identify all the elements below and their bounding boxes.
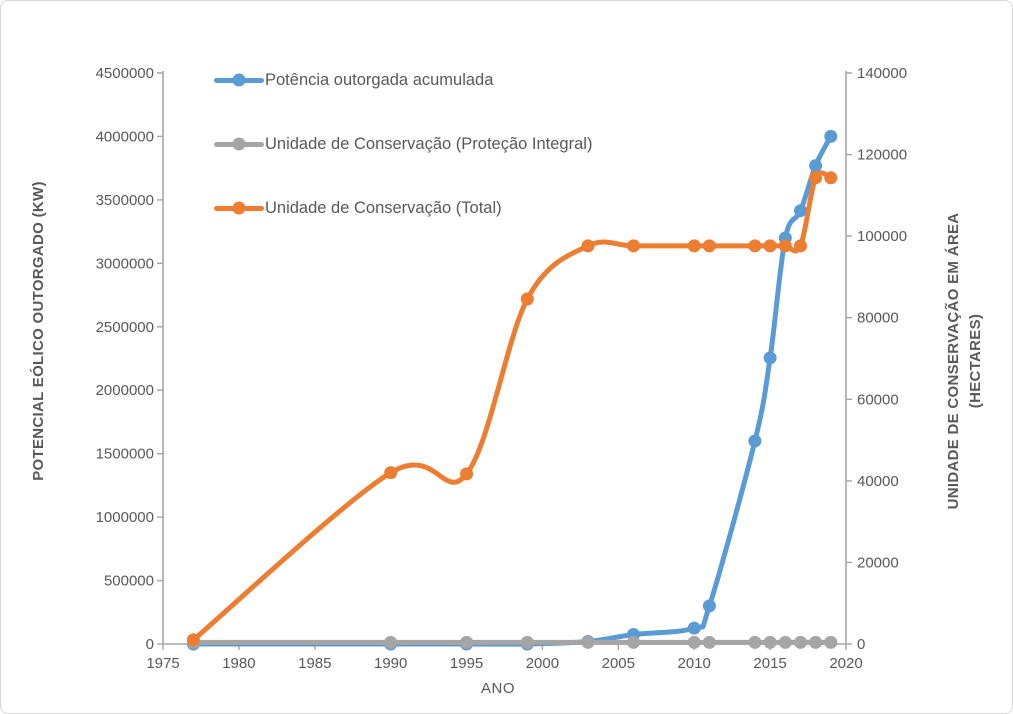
series-1-marker xyxy=(687,635,701,649)
x-axis-tick-label: 1980 xyxy=(222,655,255,672)
left-axis-tick-label: 500000 xyxy=(104,573,154,590)
x-axis-tick-label: 1985 xyxy=(298,655,331,672)
series-1-marker xyxy=(627,635,640,649)
right-axis-tick-label: 80000 xyxy=(857,310,899,327)
legend-dot-icon xyxy=(232,201,246,215)
series-1-marker xyxy=(460,635,474,649)
legend-line-marker-icon xyxy=(214,201,264,215)
x-axis-tick-label: 1995 xyxy=(450,655,483,672)
right-axis-tick-label: 100000 xyxy=(857,228,907,245)
left-axis-tick-label: 1000000 xyxy=(96,509,154,526)
right-axis-tick-label: 0 xyxy=(857,636,865,653)
series-2-line xyxy=(190,170,834,643)
series-2-marker xyxy=(687,239,701,253)
left-axis-tick-label: 4500000 xyxy=(96,65,154,82)
series-2-marker xyxy=(824,171,838,185)
series-2-marker xyxy=(627,239,640,253)
left-axis-title: POTENCIAL EÓLICO OUTORGADO (KW) xyxy=(30,181,47,481)
left-axis-tick-label: 2000000 xyxy=(96,382,154,399)
series-0-marker xyxy=(748,434,762,448)
x-axis-tick-label: 2015 xyxy=(753,655,786,672)
series-1-marker xyxy=(824,635,838,649)
x-axis-tick-label: 2020 xyxy=(829,655,862,672)
x-axis-tick-label: 2000 xyxy=(526,655,559,672)
series-2-marker xyxy=(520,292,534,306)
left-axis-tick-label: 0 xyxy=(146,636,154,653)
right-axis-title-line2: (HECTARES) xyxy=(967,313,984,409)
series-0-marker xyxy=(702,599,716,613)
right-axis-tick-label: 120000 xyxy=(857,147,907,164)
series-2-marker xyxy=(778,239,792,253)
series-2-marker xyxy=(794,239,807,253)
series-1-marker xyxy=(520,635,534,649)
series-1-marker xyxy=(748,635,762,649)
series-0-marker xyxy=(794,204,807,218)
left-axis-tick-label: 3000000 xyxy=(96,255,154,272)
right-axis-tick-label: 40000 xyxy=(857,473,899,490)
legend-label: Unidade de Conservação (Total) xyxy=(265,198,502,217)
series-1-marker xyxy=(809,635,823,649)
right-axis-tick-label: 140000 xyxy=(857,65,907,82)
left-axis-tick-label: 3500000 xyxy=(96,192,154,209)
right-axis-tick-label: 20000 xyxy=(857,554,899,571)
series-1-marker xyxy=(778,635,792,649)
right-axis-title-line1: UNIDADE DE CONSERVAÇÃO EM ÁREA xyxy=(945,212,962,510)
x-axis-tick-label: 1975 xyxy=(146,655,179,672)
series-0-marker xyxy=(687,621,701,635)
series-2-marker xyxy=(809,171,823,185)
legend-entry-2: Unidade de Conservação (Total) xyxy=(214,195,502,221)
legend-line-marker-icon xyxy=(214,73,264,87)
legend-entry-1: Unidade de Conservação (Proteção Integra… xyxy=(214,131,592,157)
series-1-marker xyxy=(581,635,595,649)
legend: Potência outorgada acumulada Unidade de C… xyxy=(214,1,734,241)
series-1-marker xyxy=(384,635,398,649)
series-0-marker xyxy=(763,351,777,365)
series-0-marker xyxy=(824,129,838,143)
x-axis-tick-label: 2010 xyxy=(678,655,711,672)
legend-line-marker-icon xyxy=(214,137,264,151)
series-1-marker xyxy=(763,635,777,649)
legend-entry-0: Potência outorgada acumulada xyxy=(214,67,493,93)
legend-label: Potência outorgada acumulada xyxy=(265,70,494,89)
legend-dot-icon xyxy=(232,137,246,151)
right-axis-title: UNIDADE DE CONSERVAÇÃO EM ÁREA (HECTARES… xyxy=(943,61,987,661)
series-2-marker xyxy=(186,633,200,647)
series-0-marker xyxy=(809,159,823,173)
left-axis-tick-label: 1500000 xyxy=(96,446,154,463)
legend-label: Unidade de Conservação (Proteção Integra… xyxy=(265,134,593,153)
series-1-marker xyxy=(794,635,807,649)
series-2-marker xyxy=(384,466,398,480)
series-1-marker xyxy=(702,635,716,649)
series-2-marker xyxy=(460,467,474,481)
x-axis-tick-label: 1990 xyxy=(374,655,407,672)
left-axis-tick-label: 4000000 xyxy=(96,128,154,145)
x-axis-tick-label: 2005 xyxy=(602,655,635,672)
left-axis-tick-label: 2500000 xyxy=(96,319,154,336)
series-2-marker xyxy=(581,239,595,253)
series-2-marker xyxy=(763,239,777,253)
right-axis-tick-label: 60000 xyxy=(857,391,899,408)
series-2-marker xyxy=(748,239,762,253)
series-2-marker xyxy=(702,239,716,253)
x-axis-title: ANO xyxy=(480,680,515,697)
legend-dot-icon xyxy=(232,73,246,87)
